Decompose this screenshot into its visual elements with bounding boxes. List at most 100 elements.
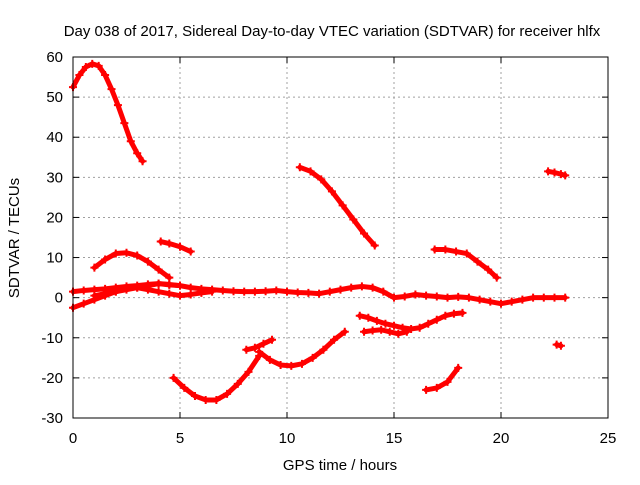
data-point	[486, 297, 495, 306]
data-point	[338, 201, 347, 210]
data-point	[315, 289, 324, 298]
data-point	[218, 286, 227, 295]
data-point	[186, 247, 195, 256]
data-point	[539, 293, 548, 302]
series-arc-6	[156, 237, 195, 256]
data-point	[113, 101, 122, 110]
data-point	[529, 293, 538, 302]
data-point	[180, 383, 189, 392]
data-point	[154, 279, 163, 288]
data-point	[101, 71, 110, 80]
data-point	[94, 61, 103, 70]
data-point	[176, 242, 184, 251]
data-point	[242, 345, 251, 354]
data-point	[411, 290, 420, 299]
series-track	[91, 250, 172, 281]
series-arc-12	[360, 325, 411, 338]
data-point	[190, 391, 199, 400]
data-point	[325, 287, 334, 296]
data-point	[165, 273, 174, 282]
data-point	[452, 247, 461, 256]
data-point	[295, 163, 304, 172]
data-point	[443, 293, 452, 302]
y-tick-label: 20	[46, 209, 63, 226]
data-point	[385, 327, 394, 336]
data-point	[443, 377, 452, 386]
series-arc-13	[422, 363, 463, 394]
x-axis-label: GPS time / hours	[283, 457, 397, 474]
data-point	[240, 287, 249, 296]
data-point	[432, 383, 441, 392]
data-point	[143, 257, 152, 266]
data-point	[347, 283, 356, 292]
data-point	[126, 137, 135, 146]
data-point	[133, 283, 142, 292]
data-point	[407, 324, 416, 333]
data-point	[400, 292, 409, 301]
data-point	[250, 287, 259, 296]
x-tick-label: 20	[493, 430, 510, 447]
data-point	[111, 249, 120, 258]
y-tick-label: -20	[41, 370, 63, 387]
data-point	[368, 326, 377, 335]
data-point	[176, 291, 184, 300]
data-layer	[69, 59, 570, 404]
data-point	[272, 286, 281, 295]
data-point	[360, 327, 369, 336]
data-point	[379, 287, 388, 296]
data-point	[261, 287, 270, 296]
data-point	[556, 170, 565, 179]
data-point	[473, 257, 482, 266]
data-point	[550, 168, 559, 177]
data-point	[101, 289, 110, 298]
data-point	[244, 367, 253, 376]
data-point	[304, 288, 313, 297]
y-tick-label: 50	[46, 89, 63, 106]
data-point	[165, 280, 174, 289]
data-point	[276, 361, 285, 370]
y-tick-label: 10	[46, 250, 63, 267]
data-point	[259, 339, 268, 348]
data-point	[561, 171, 570, 180]
data-point	[268, 335, 277, 344]
data-point	[336, 285, 345, 294]
data-point	[229, 287, 238, 296]
data-point	[186, 290, 195, 299]
data-point	[381, 319, 390, 328]
data-point	[122, 248, 131, 257]
series-arc-8	[255, 327, 349, 370]
data-point	[415, 323, 424, 332]
data-point	[368, 283, 377, 292]
data-point	[552, 340, 561, 349]
data-point	[293, 288, 302, 297]
data-point	[308, 353, 317, 362]
data-point	[88, 59, 97, 68]
data-point	[107, 85, 116, 94]
data-point	[390, 321, 398, 330]
data-point	[449, 309, 458, 318]
y-tick-label: 40	[46, 129, 63, 146]
data-point	[394, 329, 403, 338]
x-tick-label: 5	[176, 430, 184, 447]
data-point	[165, 239, 174, 248]
data-point	[75, 71, 84, 80]
data-point	[370, 241, 379, 250]
data-point	[176, 281, 184, 290]
data-point	[169, 373, 178, 382]
tick-layer: 0 5 10 15 20 25 -30 -20 -10 0 10 20 30 40 50 60	[41, 49, 616, 447]
data-point	[79, 299, 88, 308]
data-point	[364, 313, 373, 322]
data-point	[430, 245, 439, 254]
series-arc-4	[90, 279, 184, 300]
data-point	[212, 395, 221, 404]
y-tick-label: 30	[46, 169, 63, 186]
series-arc-9	[242, 335, 277, 354]
data-point	[497, 299, 505, 308]
data-point	[544, 167, 553, 176]
data-point	[101, 255, 110, 264]
data-point	[422, 385, 431, 394]
y-axis-label: SDTVAR / TECUs	[6, 178, 23, 298]
data-point	[432, 315, 441, 324]
chart-title: Day 038 of 2017, Sidereal Day-to-day VTE…	[64, 23, 601, 40]
